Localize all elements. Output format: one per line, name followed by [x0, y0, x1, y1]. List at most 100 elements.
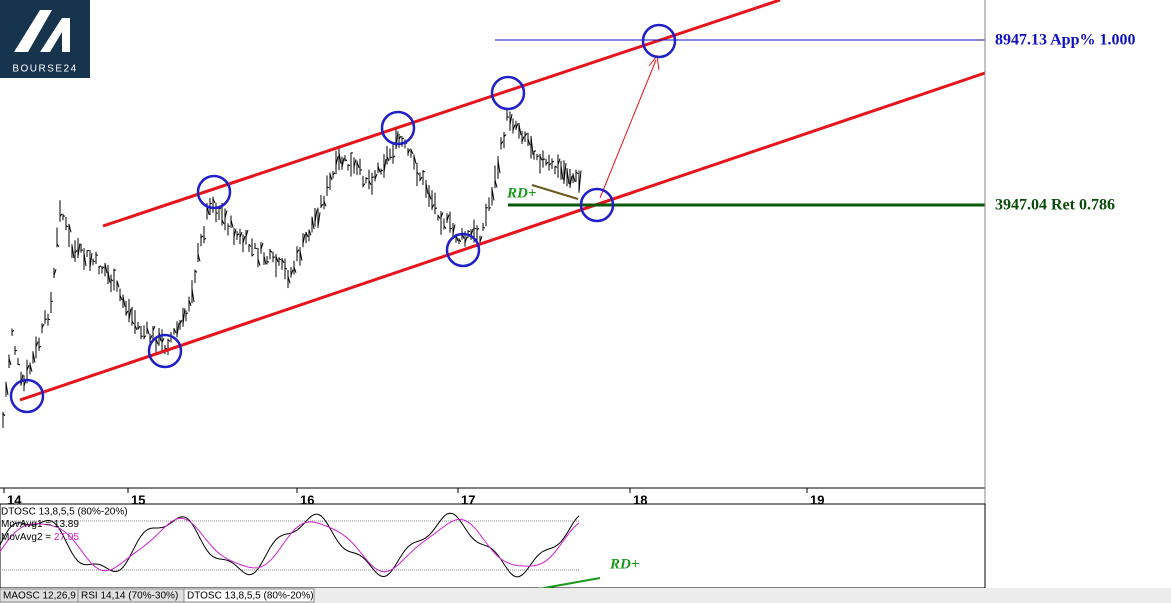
price-tick [191, 289, 195, 303]
price-tick [383, 158, 387, 173]
price-tick [257, 258, 261, 266]
price-tick [518, 124, 522, 136]
osc-ma1-label: MovAvg1 = [1, 519, 54, 530]
logo-glyph [40, 18, 70, 52]
price-tick [263, 255, 267, 265]
price-tick [521, 136, 525, 142]
price-tick [335, 156, 339, 166]
tab-label[interactable]: MAOSC 12,26,9 [3, 591, 76, 602]
price-tick [290, 269, 294, 276]
price-tick [410, 149, 414, 155]
price-tick [260, 242, 264, 250]
price-tick [569, 175, 573, 187]
price-tick [554, 165, 558, 168]
price-tick [389, 156, 393, 159]
divergence-line [531, 184, 579, 200]
price-tick [74, 250, 78, 254]
price-tick [179, 319, 183, 325]
channel-upper [102, 0, 781, 228]
price-tick [320, 203, 324, 208]
price-tick [392, 155, 396, 159]
price-tick [512, 124, 516, 131]
price-tick [407, 148, 411, 154]
osc-ma1: MovAvg1 = 13.89 [1, 519, 79, 530]
price-tick [365, 177, 369, 180]
price-tick [428, 192, 432, 200]
price-tick [143, 335, 147, 339]
pivot [490, 75, 526, 111]
price-tick [377, 165, 381, 173]
oscillator-panel [0, 503, 986, 589]
price-tick [296, 249, 300, 253]
pivot [9, 378, 45, 414]
price-tick [122, 295, 126, 307]
logo-glyph [14, 10, 52, 52]
price-tick [278, 258, 282, 261]
osc-ma2-value: 27.05 [54, 532, 79, 543]
tab-label[interactable]: DTOSC 13,8,5,5 (80%-20%) [187, 591, 314, 602]
osc-ma2-label: MovAvg2 = [1, 532, 54, 543]
price-tick [5, 382, 9, 396]
price-tick [425, 183, 429, 195]
price-tick [515, 123, 519, 129]
price-tick [248, 244, 252, 247]
price-tick [506, 116, 510, 118]
price-tick [308, 229, 312, 236]
price-tick [323, 200, 327, 207]
retrace-label: 3947.04 Ret 0.786 [995, 197, 1115, 214]
price-tick [470, 229, 474, 236]
price-tick [203, 237, 207, 241]
osc-line [0, 512, 580, 578]
price-tick [155, 338, 159, 345]
price-tick [29, 364, 33, 372]
price-tick [200, 235, 204, 239]
price-tick [71, 245, 75, 259]
pivot [641, 23, 677, 59]
price-tick [395, 131, 399, 149]
price-tick [11, 329, 15, 333]
osc-ma2: MovAvg2 = 27.05 [1, 532, 79, 543]
price-tick [317, 212, 321, 227]
price-tick [230, 219, 234, 228]
osc-ma1-value: 13.89 [54, 519, 79, 530]
price-tick [440, 212, 444, 218]
price-tick [452, 224, 456, 234]
pivot [445, 232, 481, 268]
tab[interactable] [183, 588, 315, 603]
price-tick [413, 155, 417, 164]
price-tick [182, 308, 186, 325]
price-tick [419, 176, 423, 181]
price-tick [497, 160, 501, 174]
price-tick [176, 323, 180, 336]
pivot [579, 187, 615, 223]
price-tick [416, 171, 420, 175]
price-tick [2, 413, 6, 417]
price-tick [332, 172, 336, 176]
price-tick [65, 225, 69, 228]
price-tick [371, 176, 375, 179]
price-tick [161, 337, 165, 343]
price-tick [95, 254, 99, 256]
price-tick [14, 349, 18, 352]
price-tick [443, 225, 447, 229]
price-tick [275, 256, 279, 263]
price-tick [212, 198, 216, 204]
price-tick [146, 327, 150, 335]
price-tick [59, 213, 63, 217]
price-tick [353, 159, 357, 168]
price-tick [233, 228, 237, 238]
price-tick [374, 173, 378, 180]
tab-label[interactable]: RSI 14,14 (70%-30%) [81, 591, 178, 602]
price-tick [557, 158, 561, 165]
price-tick [47, 318, 51, 321]
price-tick [503, 134, 507, 138]
price-tick [539, 155, 543, 161]
price-tick [281, 259, 285, 264]
price-tick [26, 364, 30, 371]
price-tick [128, 308, 132, 320]
price-tick [38, 345, 42, 349]
price-tick [197, 254, 201, 262]
price-tick [77, 243, 81, 257]
price-tick [362, 183, 366, 187]
